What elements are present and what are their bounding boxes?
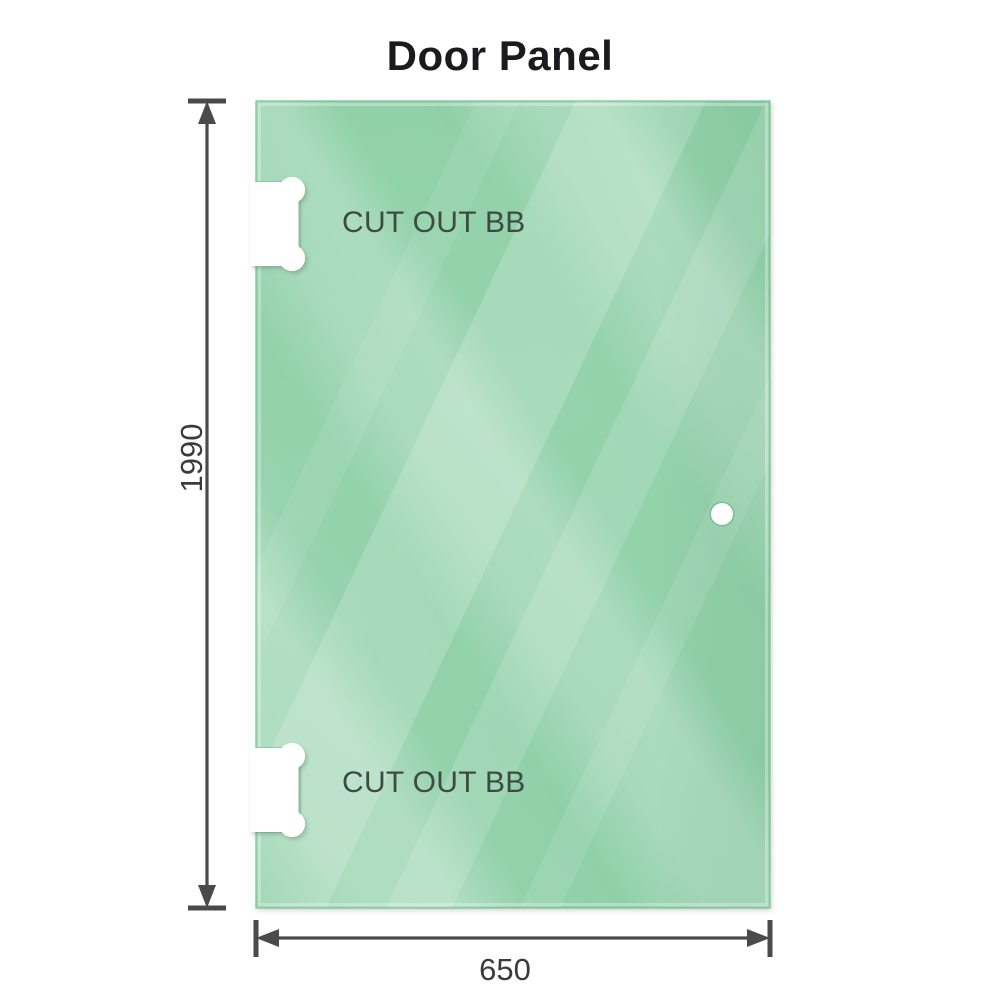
cut-out-bb-bottom-shape-fill <box>250 743 305 837</box>
dimension-width <box>253 920 773 957</box>
cut-out-bb-bottom-label: CUT OUT BB <box>342 766 526 799</box>
dimension-width-label: 650 <box>479 952 531 987</box>
dimension-height <box>188 98 226 911</box>
dimension-height-arrow-up <box>198 101 216 124</box>
page-title: Door Panel <box>386 32 614 79</box>
cut-out-bb-top-label: CUT OUT BB <box>342 206 526 239</box>
dimension-height-label: 1990 <box>174 423 209 493</box>
panel-glass-texture <box>256 101 770 908</box>
dimension-height-arrow-down <box>198 885 216 908</box>
dimension-width-arrow-left <box>256 929 279 947</box>
dimension-width-arrow-right <box>747 929 770 947</box>
cut-out-bb-top-shape-fill <box>250 177 305 271</box>
handle-hole <box>709 501 735 527</box>
